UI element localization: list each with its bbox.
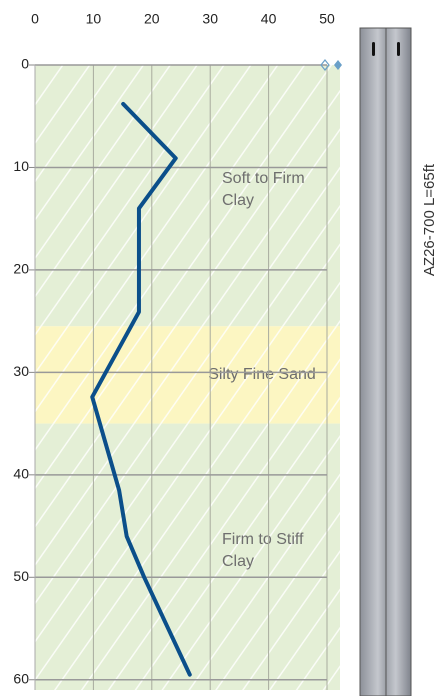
- y-tick-label: 0: [21, 56, 29, 72]
- layer-label: Clay: [222, 553, 254, 570]
- y-tick-label: 30: [13, 363, 29, 379]
- x-tick-label: 30: [202, 11, 218, 27]
- layer-label: Firm to Stiff: [222, 531, 304, 548]
- pile-hole: [397, 42, 400, 56]
- y-tick-label: 40: [13, 466, 29, 482]
- layer-label: Soft to Firm: [222, 170, 305, 187]
- y-tick-label: 20: [13, 261, 29, 277]
- chart: Soft to Firm Clay Silty Fine Sand Firm to S…: [0, 0, 445, 696]
- soil-layers: Soft to Firm Clay Silty Fine Sand Firm to S…: [35, 65, 340, 690]
- x-tick-label: 50: [319, 11, 335, 27]
- x-tick-label: 0: [31, 11, 39, 27]
- layer-label: Clay: [222, 192, 254, 209]
- pile-hole: [372, 42, 375, 56]
- hatch: [35, 65, 340, 326]
- x-tick-label: 20: [144, 11, 160, 27]
- pile: [360, 28, 411, 696]
- pile-label: AZ26-700 L=65ft: [421, 163, 438, 276]
- hatch: [35, 424, 340, 690]
- y-tick-label: 60: [13, 670, 29, 686]
- x-tick-label: 10: [86, 11, 102, 27]
- x-tick-label: 40: [261, 11, 277, 27]
- y-tick-label: 50: [13, 568, 29, 584]
- y-tick-label: 10: [13, 158, 29, 174]
- layer-label: Silty Fine Sand: [208, 366, 316, 383]
